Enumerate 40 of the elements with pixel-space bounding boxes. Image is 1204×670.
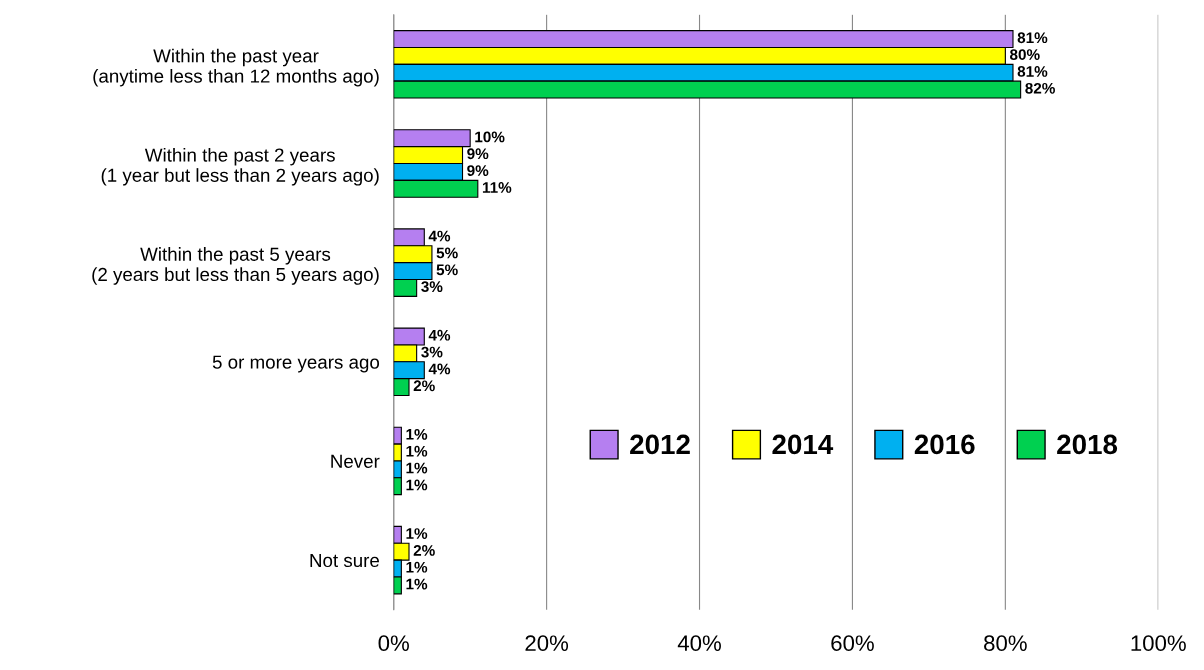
data-label: 4%: [428, 329, 451, 341]
y-tick-label: Within the past 5 years (2 years but less than 5 years ago): [92, 247, 379, 285]
data-label: 5%: [436, 264, 458, 276]
x-tick-label: 40%: [677, 635, 721, 652]
data-label: 9%: [467, 148, 489, 160]
data-label: 3%: [421, 281, 443, 293]
legend-label: 2018: [1057, 434, 1118, 455]
data-label: 82%: [1025, 82, 1055, 94]
data-label: 3%: [421, 346, 443, 358]
data-label: 1%: [406, 445, 428, 457]
data-label: 1%: [406, 428, 428, 440]
y-tick-label: Within the past year (anytime less than 12 months ago): [93, 48, 379, 87]
data-label: 4%: [428, 230, 451, 242]
data-label: 1%: [406, 561, 428, 573]
data-label: 5%: [436, 247, 458, 259]
data-label: 81%: [1017, 32, 1048, 44]
data-label: 81%: [1017, 66, 1048, 77]
legend-label: 2014: [772, 434, 834, 455]
x-tick-label: 100%: [1131, 635, 1186, 652]
data-label: 9%: [467, 165, 489, 177]
data-label: 11%: [482, 182, 512, 193]
data-label: 2%: [413, 544, 435, 556]
y-tick-label: Never: [331, 454, 380, 468]
x-tick-label: 0%: [378, 635, 409, 652]
legend-label: 2016: [914, 434, 975, 455]
data-label: 1%: [406, 462, 428, 474]
data-label: 2%: [413, 380, 435, 392]
x-tick-label: 80%: [984, 635, 1027, 652]
y-tick-label: 5 or more years ago: [212, 355, 380, 373]
data-label: 10%: [475, 131, 505, 143]
legend-label: 2012: [630, 434, 690, 455]
data-label: 4%: [428, 363, 451, 375]
y-tick-label: Within the past 2 years (1 year but less than 2 years ago): [101, 147, 379, 186]
data-label: 1%: [406, 479, 428, 491]
x-tick-label: 60%: [831, 635, 874, 652]
x-tick-label: 20%: [525, 635, 569, 652]
y-tick-label: Not sure: [310, 554, 379, 568]
data-label: 1%: [406, 528, 428, 539]
data-label: 80%: [1009, 49, 1040, 60]
data-label: 1%: [406, 578, 428, 590]
